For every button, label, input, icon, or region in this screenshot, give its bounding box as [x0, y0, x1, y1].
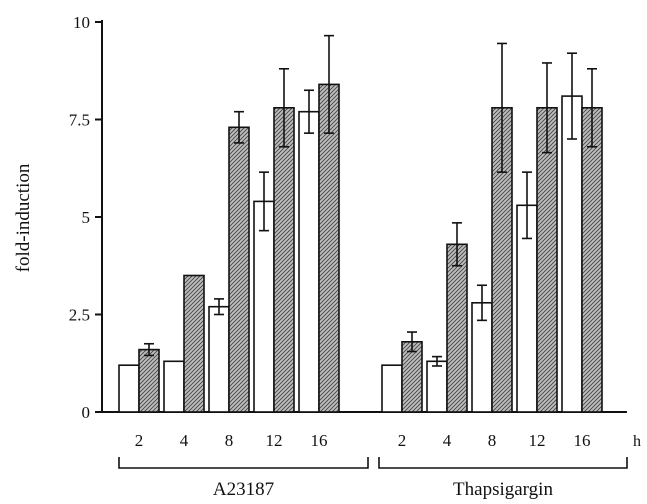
x-tick-label: 16: [311, 431, 328, 450]
x-tick-label: 16: [574, 431, 591, 450]
x-tick-label: 8: [488, 431, 497, 450]
x-ticks: 2 4 8 12 16 2 4 8 12 16: [135, 431, 591, 450]
bar-open: [118, 364, 140, 413]
group-bracket: [118, 457, 369, 469]
bar-hatched: [581, 107, 603, 413]
y-tick-label: 5: [82, 208, 91, 227]
x-tick-label: 2: [398, 431, 407, 450]
y-tick-label: 0: [82, 403, 91, 422]
bar-open: [381, 364, 403, 413]
group-label: A23187: [213, 479, 274, 500]
group-label: Thapsigargin: [453, 479, 553, 500]
y-axis-label: fold-induction: [13, 163, 34, 272]
x-tick-label: 4: [443, 431, 452, 450]
group-brackets: A23187 Thapsigargin: [118, 457, 628, 500]
bar-open: [426, 360, 448, 413]
bar-open: [163, 360, 185, 413]
x-tick-label: 12: [529, 431, 546, 450]
bar-hatched: [446, 243, 468, 413]
bars: [118, 34, 603, 413]
y-ticks: 0 2.5 5 7.5 10: [69, 13, 102, 422]
x-tick-label: 4: [180, 431, 189, 450]
bar-hatched: [138, 348, 160, 413]
group-bracket: [378, 457, 628, 469]
x-axis-unit-label: h: [633, 433, 641, 450]
bar-open: [561, 95, 583, 413]
bar-open: [208, 305, 230, 413]
y-tick-label: 10: [73, 13, 90, 32]
x-tick-label: 12: [266, 431, 283, 450]
x-tick-label: 2: [135, 431, 144, 450]
bar-hatched: [228, 126, 250, 413]
bar-open: [253, 200, 275, 413]
y-tick-label: 2.5: [69, 306, 90, 325]
bar-hatched: [273, 107, 295, 413]
y-tick-label: 7.5: [69, 111, 90, 130]
bar-hatched: [183, 274, 205, 413]
bar-open: [298, 110, 320, 413]
x-tick-label: 8: [225, 431, 234, 450]
